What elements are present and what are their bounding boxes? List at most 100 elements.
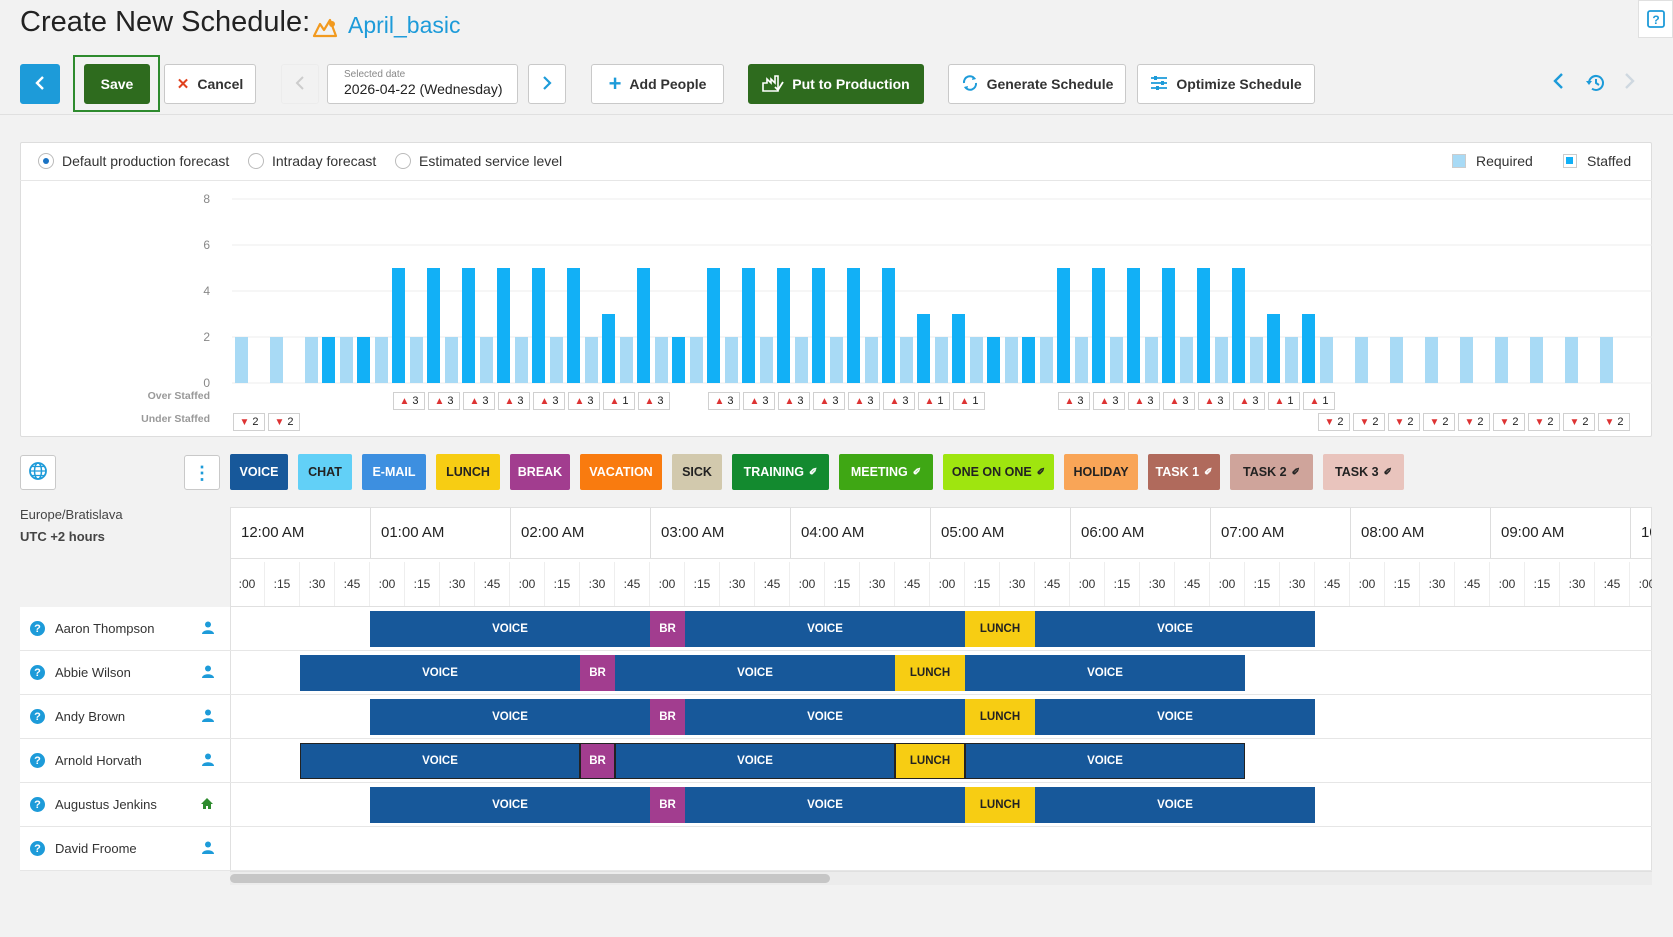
activity-chip-task-2[interactable]: TASK 2 ✐ bbox=[1230, 454, 1313, 490]
generate-schedule-label: Generate Schedule bbox=[986, 76, 1114, 92]
agent-row[interactable]: ? Augustus Jenkins bbox=[20, 783, 230, 827]
shift-block-voice[interactable]: VOICE bbox=[300, 743, 580, 779]
agent-status-icon[interactable]: ? bbox=[30, 621, 45, 636]
radio-default-production-forecast[interactable]: Default production forecast bbox=[38, 153, 229, 169]
shift-block-voice[interactable]: VOICE bbox=[965, 743, 1245, 779]
add-people-button[interactable]: + Add People bbox=[591, 64, 724, 104]
horizontal-scrollbar[interactable] bbox=[230, 872, 1652, 885]
user-icon[interactable] bbox=[202, 621, 214, 637]
activity-chip-meeting[interactable]: MEETING ✐ bbox=[839, 454, 933, 490]
under-staffed-badge: ▼ 2 bbox=[1528, 413, 1560, 431]
shift-block-br[interactable]: BR bbox=[650, 611, 685, 647]
undo-button[interactable] bbox=[1552, 72, 1572, 96]
optimize-schedule-button[interactable]: Optimize Schedule bbox=[1137, 64, 1315, 104]
shift-block-voice[interactable]: VOICE bbox=[615, 743, 895, 779]
shift-block-br[interactable]: BR bbox=[580, 743, 615, 779]
schedule-name[interactable]: April_basic bbox=[348, 12, 461, 38]
activity-chip-label: SICK bbox=[682, 465, 712, 479]
agent-row[interactable]: ? Andy Brown bbox=[20, 695, 230, 739]
shift-block-br[interactable]: BR bbox=[650, 787, 685, 823]
shift-block-voice[interactable]: VOICE bbox=[685, 611, 965, 647]
user-icon[interactable] bbox=[202, 665, 214, 681]
shift-block-voice[interactable]: VOICE bbox=[370, 611, 650, 647]
activity-chip-training[interactable]: TRAINING ✐ bbox=[732, 454, 829, 490]
agent-status-icon[interactable]: ? bbox=[30, 665, 45, 680]
user-icon[interactable] bbox=[202, 753, 214, 769]
cancel-button[interactable]: ✕ Cancel bbox=[164, 64, 256, 104]
agent-status-icon[interactable]: ? bbox=[30, 753, 45, 768]
activity-chip-break[interactable]: BREAK bbox=[510, 454, 570, 490]
history-button[interactable] bbox=[1585, 72, 1607, 94]
shift-block-voice[interactable]: VOICE bbox=[370, 699, 650, 735]
shift-block-lunch[interactable]: LUNCH bbox=[895, 655, 965, 691]
shift-block-lunch[interactable]: LUNCH bbox=[895, 743, 965, 779]
activity-chip-lunch[interactable]: LUNCH bbox=[436, 454, 500, 490]
prev-date-button[interactable] bbox=[281, 64, 319, 104]
staffed-bar bbox=[812, 268, 825, 383]
shift-block-voice[interactable]: VOICE bbox=[1035, 699, 1315, 735]
legend-staffed[interactable]: Staffed bbox=[1563, 153, 1631, 169]
generate-schedule-button[interactable]: Generate Schedule bbox=[948, 64, 1126, 104]
activity-chip-sick[interactable]: SICK bbox=[672, 454, 722, 490]
activity-chip-one-on-one[interactable]: ONE ON ONE ✐ bbox=[943, 454, 1054, 490]
activity-chip-e-mail[interactable]: E-MAIL bbox=[362, 454, 426, 490]
back-button[interactable] bbox=[20, 64, 60, 104]
shift-block-voice[interactable]: VOICE bbox=[685, 699, 965, 735]
shift-block-lunch[interactable]: LUNCH bbox=[965, 787, 1035, 823]
help-icon[interactable]: ? bbox=[1638, 0, 1673, 38]
agent-status-icon[interactable]: ? bbox=[30, 841, 45, 856]
activity-chip-task-1[interactable]: TASK 1 ✐ bbox=[1148, 454, 1220, 490]
cancel-label: Cancel bbox=[197, 76, 244, 92]
over-staffed-badge: ▲ 3 bbox=[883, 392, 915, 410]
save-button[interactable]: Save bbox=[84, 64, 150, 104]
activity-chip-task-3[interactable]: TASK 3 ✐ bbox=[1323, 454, 1404, 490]
activity-chip-voice[interactable]: VOICE bbox=[230, 454, 288, 490]
agent-status-icon[interactable]: ? bbox=[30, 797, 45, 812]
scrollbar-thumb[interactable] bbox=[230, 874, 830, 883]
agent-row[interactable]: ? David Froome bbox=[20, 827, 230, 871]
user-icon[interactable] bbox=[202, 841, 214, 857]
shift-block-voice[interactable]: VOICE bbox=[615, 655, 895, 691]
agent-row[interactable]: ? Abbie Wilson bbox=[20, 651, 230, 695]
radio-estimated-service-level[interactable]: Estimated service level bbox=[395, 153, 562, 169]
more-options-button[interactable]: ⋮ bbox=[184, 455, 220, 490]
shift-block-lunch[interactable]: LUNCH bbox=[965, 699, 1035, 735]
shift-block-voice[interactable]: VOICE bbox=[965, 655, 1245, 691]
badge-value: 2 bbox=[1407, 416, 1414, 428]
schedule-name-icon bbox=[312, 16, 338, 40]
date-selector[interactable]: Selected date 2026-04-22 (Wednesday) bbox=[327, 64, 518, 104]
required-bar bbox=[340, 337, 353, 383]
staffed-swatch bbox=[1563, 154, 1577, 168]
pin-icon: ✐ bbox=[1383, 466, 1392, 478]
shift-block-lunch[interactable]: LUNCH bbox=[965, 611, 1035, 647]
timezone-button[interactable] bbox=[20, 455, 56, 490]
shift-block-voice[interactable]: VOICE bbox=[685, 787, 965, 823]
arrow-up-icon: ▲ bbox=[574, 395, 585, 407]
shift-block-br[interactable]: BR bbox=[650, 699, 685, 735]
activity-chip-chat[interactable]: CHAT bbox=[298, 454, 352, 490]
activity-chip-label: VACATION bbox=[589, 465, 653, 479]
next-date-button[interactable] bbox=[528, 64, 566, 104]
shift-block-voice[interactable]: VOICE bbox=[1035, 611, 1315, 647]
hour-header: 02:00 AM bbox=[511, 508, 651, 558]
arrow-up-icon: ▲ bbox=[819, 395, 830, 407]
shift-block-voice[interactable]: VOICE bbox=[1035, 787, 1315, 823]
arrow-up-icon: ▲ bbox=[714, 395, 725, 407]
staffed-bar bbox=[1197, 268, 1210, 383]
legend-required[interactable]: Required bbox=[1452, 153, 1533, 169]
redo-button[interactable] bbox=[1624, 72, 1644, 96]
activity-chip-holiday[interactable]: HOLIDAY bbox=[1064, 454, 1138, 490]
shift-block-voice[interactable]: VOICE bbox=[370, 787, 650, 823]
agent-row[interactable]: ? Arnold Horvath bbox=[20, 739, 230, 783]
agent-status-icon[interactable]: ? bbox=[30, 709, 45, 724]
shift-block-br[interactable]: BR bbox=[580, 655, 615, 691]
put-to-production-button[interactable]: Put to Production bbox=[748, 64, 924, 104]
arrow-up-icon: ▲ bbox=[399, 395, 410, 407]
user-icon[interactable] bbox=[202, 709, 214, 725]
home-icon[interactable] bbox=[200, 797, 214, 813]
radio-intraday-forecast[interactable]: Intraday forecast bbox=[248, 153, 376, 169]
agent-row[interactable]: ? Aaron Thompson bbox=[20, 607, 230, 651]
activity-chip-vacation[interactable]: VACATION bbox=[580, 454, 662, 490]
shift-block-voice[interactable]: VOICE bbox=[300, 655, 580, 691]
badge-value: 3 bbox=[447, 395, 454, 407]
